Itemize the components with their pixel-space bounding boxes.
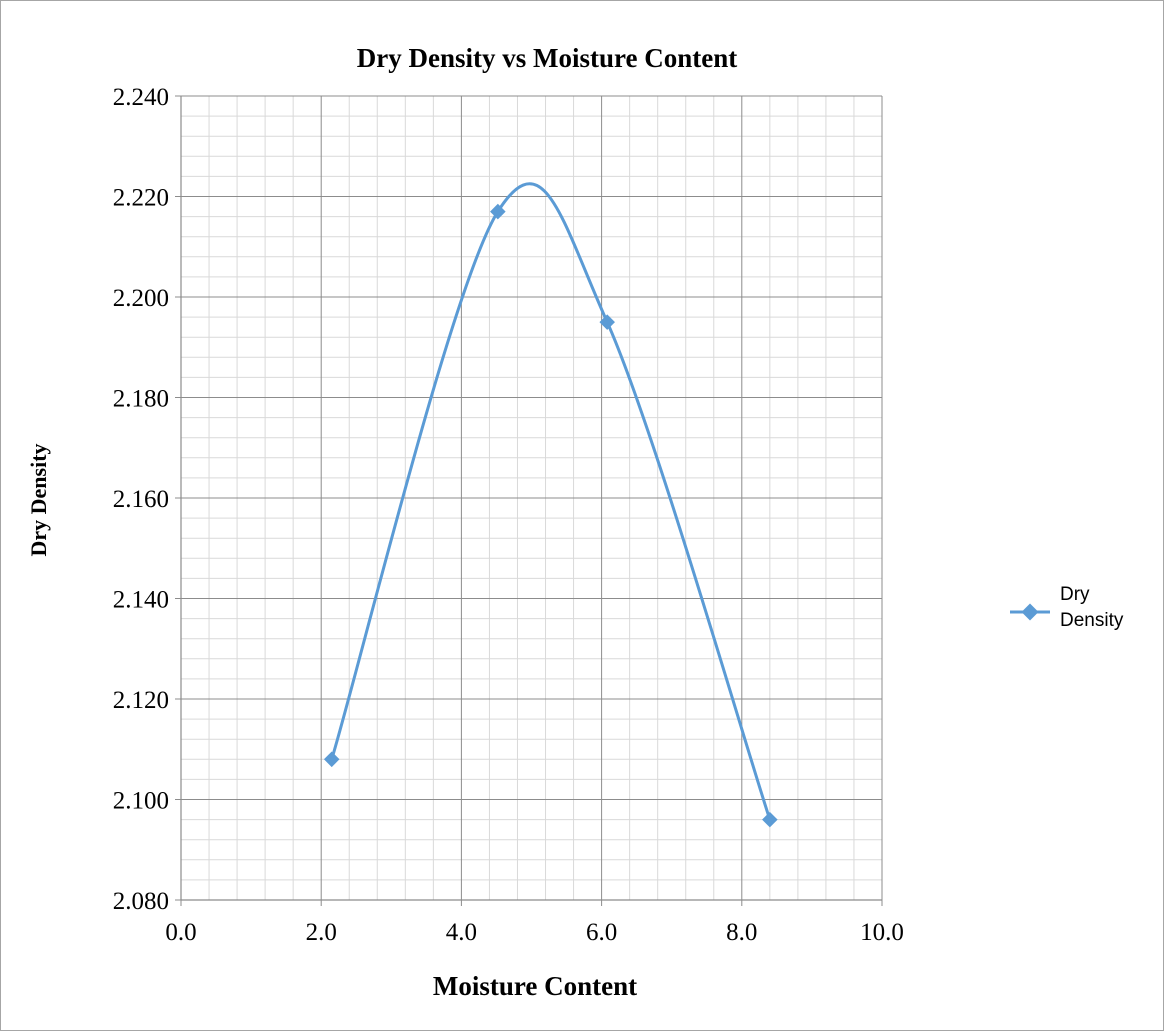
data-point-marker: [323, 751, 340, 768]
x-tick-label: 8.0: [726, 919, 757, 946]
y-tick-label: 2.100: [113, 788, 169, 815]
series-layer: [323, 182, 778, 828]
y-tick-label: 2.080: [113, 888, 169, 915]
legend: Dry Density: [1010, 584, 1124, 631]
x-tick-label: 0.0: [165, 919, 196, 946]
y-tick-label: 2.240: [113, 84, 169, 111]
legend-label: Dry Density: [1060, 584, 1124, 631]
y-tick-label: 2.160: [113, 486, 169, 513]
axis-layer: 0.0 2.0 4.0 6.0 8.0 10.0 2.080 2.100 2.120 2.140 2…: [113, 84, 904, 946]
series-line-dry-density: [330, 182, 772, 821]
grid-layer: [175, 95, 883, 906]
data-point-marker: [490, 203, 506, 220]
x-tick-label: 4.0: [446, 919, 477, 946]
y-tick-label: 2.120: [113, 687, 169, 714]
y-tick-label: 2.140: [113, 587, 169, 614]
x-tick-label: 2.0: [306, 919, 337, 946]
chart-title: Dry Density vs Moisture Content: [357, 43, 737, 73]
x-axis-label: Moisture Content: [433, 971, 637, 1001]
y-tick-label: 2.180: [113, 386, 169, 413]
legend-diamond-icon: [1021, 603, 1039, 621]
x-tick-label: 10.0: [860, 919, 904, 946]
y-tick-label: 2.220: [113, 185, 169, 212]
data-point-marker: [762, 811, 778, 828]
y-tick-label: 2.200: [113, 285, 169, 312]
y-axis-label: Dry Density: [26, 443, 51, 556]
x-tick-label: 6.0: [586, 919, 617, 946]
